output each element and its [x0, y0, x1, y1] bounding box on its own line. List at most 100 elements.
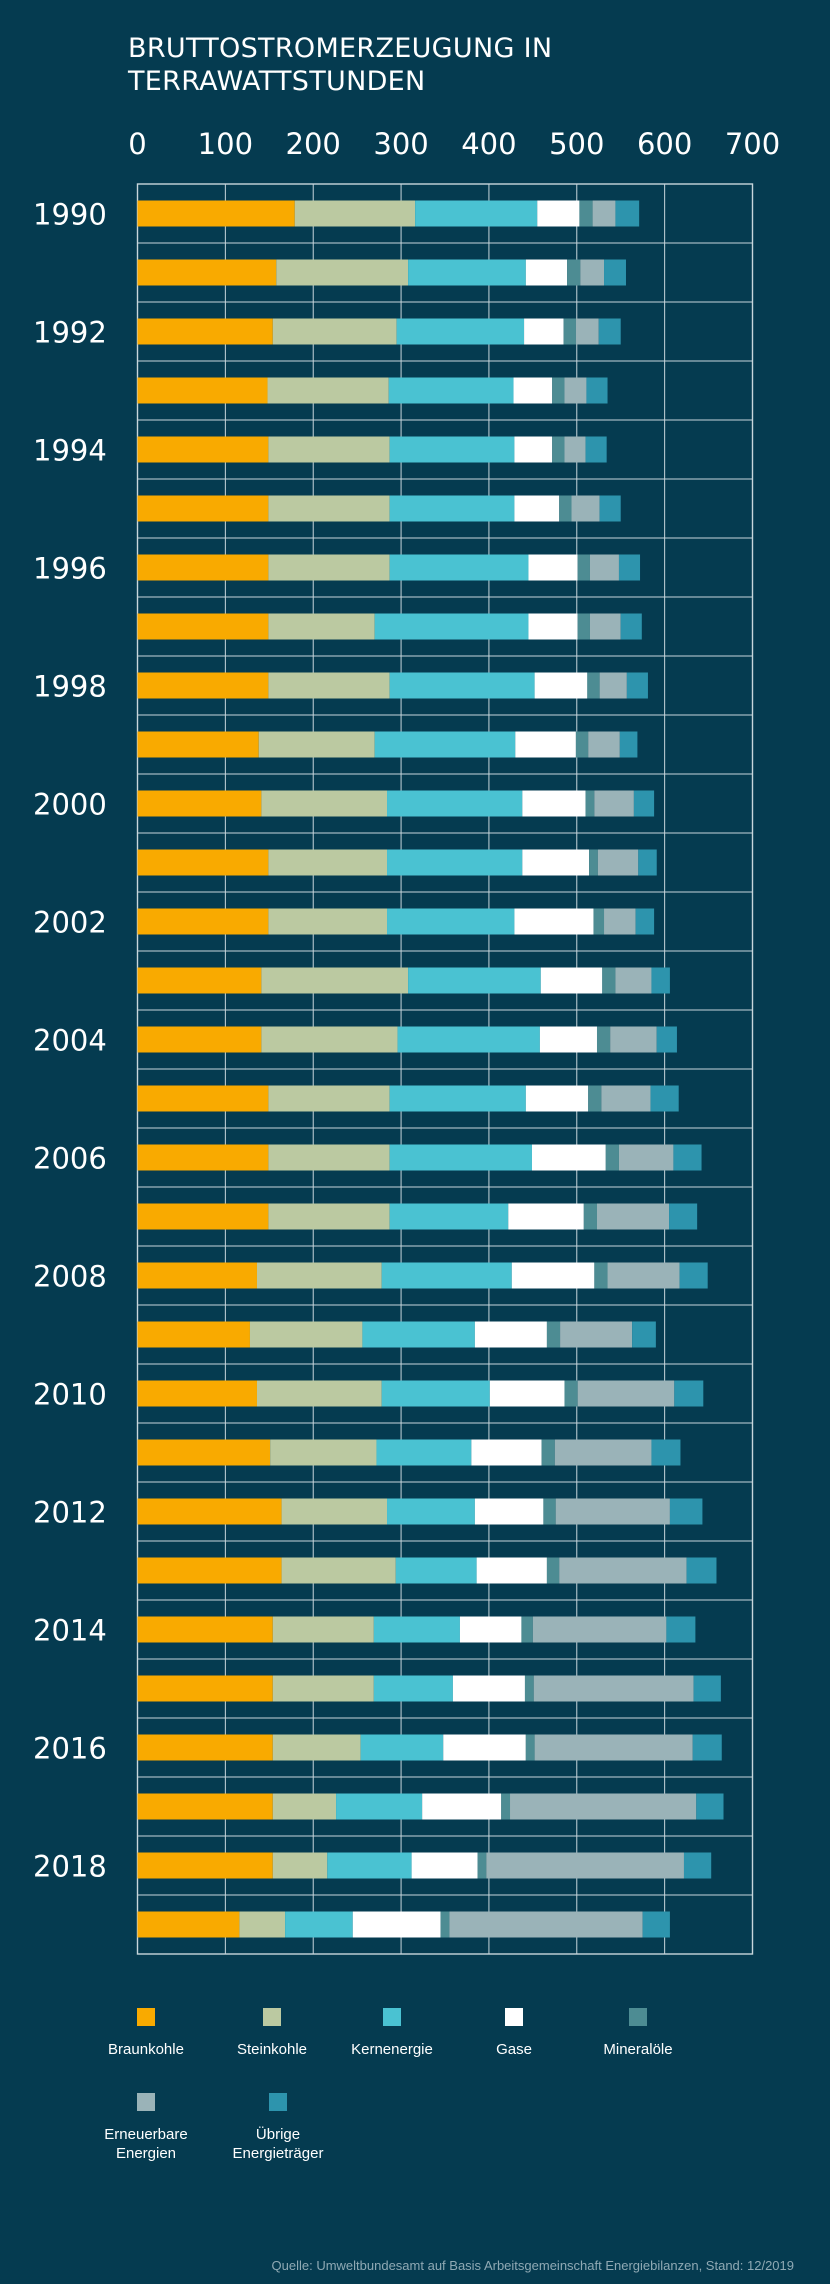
bar-segment-2	[268, 672, 390, 699]
bar-segment-4	[539, 1026, 597, 1053]
bar-segment-1	[137, 1734, 273, 1761]
bar-segment-1	[137, 672, 269, 699]
bar-segment-3	[374, 731, 516, 758]
bar-segment-2	[268, 436, 390, 463]
bar-segment-6	[532, 1616, 667, 1643]
grid-lines	[136, 183, 754, 1955]
legend-label: Kernenergie	[351, 2041, 433, 2058]
bar-row-2011	[137, 1439, 681, 1466]
legend-swatch	[269, 2093, 287, 2111]
bar-segment-7	[651, 1439, 681, 1466]
bar-segment-2	[239, 1911, 286, 1938]
bar-segment-7	[618, 554, 641, 581]
bar-segment-7	[642, 1911, 670, 1938]
bar-segment-3	[389, 554, 529, 581]
bar-segment-1	[137, 1321, 250, 1348]
bar-segment-2	[276, 259, 409, 286]
legend-label: Gase	[496, 2041, 532, 2058]
bar-segment-1	[137, 436, 269, 463]
legend-swatch	[137, 2093, 155, 2111]
bar-segment-5	[605, 1144, 619, 1171]
bar-segment-2	[268, 554, 390, 581]
x-tick-label: 500	[549, 127, 604, 161]
bar-segment-5	[543, 1498, 556, 1525]
bar-segment-1	[137, 1203, 269, 1230]
bar-segment-4	[515, 731, 576, 758]
x-tick-label: 100	[198, 127, 253, 161]
bar-row-2003	[137, 967, 670, 994]
bar-segment-1	[137, 259, 277, 286]
bar-segment-7	[604, 259, 626, 286]
bar-segment-3	[374, 613, 529, 640]
bar-row-2007	[137, 1203, 698, 1230]
bar-row-1997	[137, 613, 642, 640]
bar-segment-7	[635, 908, 655, 935]
bar-segment-2	[281, 1498, 388, 1525]
bar-segment-2	[249, 1321, 363, 1348]
bar-segment-3	[397, 1026, 540, 1053]
legend-label: Mineralöle	[603, 2041, 673, 2058]
year-label: 2006	[33, 1142, 107, 1176]
bar-segment-7	[693, 1675, 721, 1702]
bar-segment-4	[422, 1793, 502, 1820]
bar-segment-1	[137, 1793, 273, 1820]
bar-segment-5	[552, 377, 565, 404]
bar-segment-3	[408, 259, 526, 286]
bar-segment-2	[272, 1793, 337, 1820]
bar-segment-2	[281, 1557, 396, 1584]
bar-segment-2	[256, 1380, 382, 1407]
bar-segment-5	[524, 1675, 534, 1702]
year-label: 2002	[33, 906, 107, 940]
legend-label: Steinkohle	[236, 2041, 308, 2058]
bar-segment-7	[615, 200, 640, 227]
legend-swatch	[505, 2008, 523, 2026]
bar-segment-5	[541, 1439, 555, 1466]
bar-segment-5	[575, 731, 589, 758]
plot-frame	[136, 183, 754, 1955]
bar-segment-1	[137, 200, 295, 227]
bar-segment-4	[514, 908, 594, 935]
bar-segment-5	[602, 967, 616, 994]
bar-segment-6	[564, 377, 587, 404]
bar-segment-4	[471, 1439, 542, 1466]
bar-segment-4	[540, 967, 603, 994]
bar-segment-3	[387, 1498, 475, 1525]
x-tick-label: 400	[461, 127, 516, 161]
bar-segment-2	[270, 1439, 377, 1466]
legend-swatch	[263, 2008, 281, 2026]
bar-segment-4	[474, 1498, 544, 1525]
bar-segment-6	[589, 554, 619, 581]
year-label: 1992	[33, 316, 107, 350]
bar-segment-5	[585, 790, 595, 817]
bar-segment-6	[618, 1144, 674, 1171]
bar-segment-5	[525, 1734, 535, 1761]
bar-segment-3	[336, 1793, 423, 1820]
bar-segment-2	[268, 1203, 390, 1230]
bar-segment-1	[137, 1911, 240, 1938]
bar-row-2015	[137, 1675, 721, 1702]
bar-segment-7	[669, 1203, 698, 1230]
bar-segment-5	[546, 1321, 561, 1348]
bar-segment-5	[589, 849, 598, 876]
bar-segment-3	[381, 1380, 490, 1407]
bar-segment-2	[267, 377, 389, 404]
chart-title-line-2: TERRAWATTSTUNDEN	[128, 66, 426, 97]
bar-segment-6	[577, 1380, 675, 1407]
bar-segment-5	[559, 495, 572, 522]
bar-segment-2	[268, 495, 390, 522]
bar-segment-6	[486, 1852, 684, 1879]
year-label: 2000	[33, 788, 107, 822]
bar-row-2013	[137, 1557, 717, 1584]
bar-segment-7	[650, 1085, 679, 1112]
bar-row-2016	[137, 1734, 722, 1761]
bar-segment-3	[389, 672, 535, 699]
bar-segment-7	[632, 1321, 656, 1348]
bar-segment-1	[137, 1262, 257, 1289]
bar-segment-7	[686, 1557, 717, 1584]
bar-segment-7	[679, 1262, 708, 1289]
bar-segment-3	[389, 1144, 532, 1171]
bar-segment-6	[601, 1085, 651, 1112]
bar-segment-1	[137, 554, 269, 581]
year-labels: 1990 1992 1994 1996 1998 2000 2002 2004 2006 2008…	[33, 198, 107, 1884]
bar-segment-5	[577, 613, 590, 640]
